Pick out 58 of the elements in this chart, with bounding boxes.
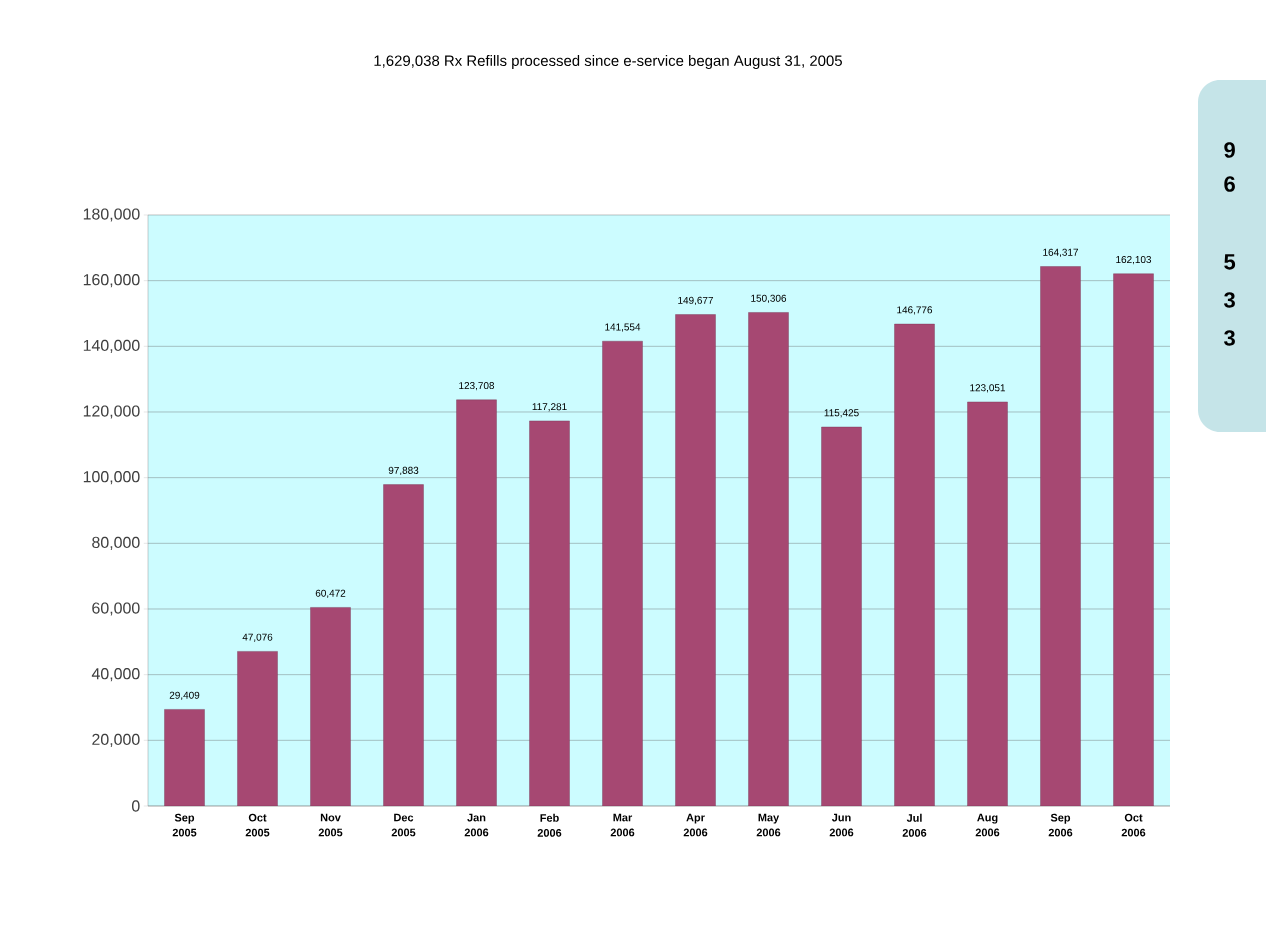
bar [675,314,716,806]
x-tick-label: Jun 2006 [829,813,854,837]
y-tick-label: 80,000 [92,536,140,550]
bar [602,341,643,806]
x-tick-label: Feb 2006 [537,813,562,837]
y-tick-label: 20,000 [92,733,140,747]
y-tick-label: 40,000 [91,668,140,682]
y-tick-label: 180,000 [83,208,140,222]
data-label: 123,708 [459,382,495,391]
bar [1113,273,1154,806]
bar [237,651,278,806]
data-label: 162,103 [1116,256,1152,265]
x-tick-label: Apr 2006 [683,813,708,837]
y-tick-label: 60,000 [92,602,140,616]
data-label: 146,776 [897,306,933,315]
x-tick-label: Mar 2006 [610,813,635,837]
bar [456,399,497,806]
data-label: 47,076 [242,633,273,642]
y-tick-label: 0 [132,800,140,812]
y-tick-label: 120,000 [83,405,140,419]
data-label: 97,883 [388,466,419,476]
data-label: 60,472 [315,589,346,598]
x-tick-label: Oct 2005 [245,813,270,837]
text: 3 [1224,330,1235,346]
x-tick-label: Oct 2006 [1121,813,1146,837]
bar [821,426,862,806]
bar [310,607,351,806]
text: 9 [1224,142,1235,158]
data-label: 141,554 [605,323,641,332]
x-tick-label: Jul 2006 [902,813,927,837]
data-label: 149,677 [678,296,714,306]
x-tick-label: Sep 2005 [172,813,197,837]
data-label: 117,281 [532,403,567,412]
x-tick-label: Jan 2006 [464,813,489,837]
y-tick-label: 140,000 [83,339,140,353]
bar [748,312,789,806]
data-label: 115,425 [824,409,859,418]
data-label: 123,051 [970,384,1006,393]
data-label: 164,317 [1043,248,1079,257]
y-tick-label: 100,000 [83,471,140,485]
bar [967,401,1008,806]
bar [164,709,205,806]
y-tick-label: 160,000 [83,274,140,288]
text: 6 [1224,176,1235,192]
data-label: 29,409 [169,691,200,700]
chart-title: 1,629,038 Rx Refills processed since e-service began August 31, 2005 [374,55,842,69]
x-tick-label: Nov 2005 [318,813,343,837]
bar [529,420,570,806]
x-tick-label: Aug 2006 [975,813,1000,837]
x-tick-label: May 2006 [756,813,781,837]
bar [383,484,424,806]
data-label: 150,306 [751,294,787,303]
x-tick-label: Sep 2006 [1048,813,1073,837]
bar [1040,266,1081,806]
bar [894,323,935,806]
text: 5 [1224,254,1236,270]
text: 3 [1224,292,1235,308]
x-tick-label: Dec 2005 [391,813,416,837]
